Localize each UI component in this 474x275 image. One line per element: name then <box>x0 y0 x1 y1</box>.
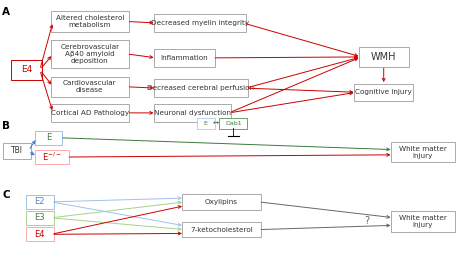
Text: 7-ketocholesterol: 7-ketocholesterol <box>190 227 253 233</box>
Text: E$^{-/-}$: E$^{-/-}$ <box>42 151 62 163</box>
Text: Oxylipins: Oxylipins <box>205 199 238 205</box>
Text: White matter
injury: White matter injury <box>399 215 447 228</box>
Text: Decreased myelin integrity: Decreased myelin integrity <box>151 20 249 26</box>
Text: C: C <box>2 190 10 200</box>
Text: Inflammation: Inflammation <box>161 55 208 61</box>
FancyBboxPatch shape <box>35 150 69 164</box>
FancyBboxPatch shape <box>354 84 413 101</box>
Text: WMH: WMH <box>371 52 396 62</box>
FancyBboxPatch shape <box>11 60 42 80</box>
Text: Dab1: Dab1 <box>225 121 242 126</box>
Text: TBI: TBI <box>11 146 23 155</box>
Text: ?: ? <box>364 216 369 226</box>
Text: Neuronal dysfunction: Neuronal dysfunction <box>154 110 231 116</box>
FancyBboxPatch shape <box>3 143 31 159</box>
Text: Cognitive injury: Cognitive injury <box>356 89 412 95</box>
FancyBboxPatch shape <box>391 211 455 232</box>
FancyBboxPatch shape <box>182 222 261 237</box>
Text: B: B <box>2 121 10 131</box>
FancyBboxPatch shape <box>26 211 54 225</box>
Text: E2: E2 <box>35 197 45 206</box>
Text: White matter
injury: White matter injury <box>399 146 447 159</box>
Text: Altered cholesterol
metabolism: Altered cholesterol metabolism <box>55 15 124 28</box>
Text: Cortical AD Pathology: Cortical AD Pathology <box>51 110 129 116</box>
Text: E4: E4 <box>35 230 45 239</box>
Text: E4: E4 <box>21 65 32 74</box>
FancyBboxPatch shape <box>154 104 231 122</box>
FancyBboxPatch shape <box>182 194 261 210</box>
FancyBboxPatch shape <box>197 118 215 129</box>
Text: E3: E3 <box>35 213 45 222</box>
Text: Decreased cerebral perfusion: Decreased cerebral perfusion <box>147 85 255 91</box>
Text: E: E <box>46 133 51 142</box>
FancyBboxPatch shape <box>51 104 129 122</box>
FancyBboxPatch shape <box>391 142 455 162</box>
Text: ↔: ↔ <box>212 121 218 127</box>
FancyBboxPatch shape <box>26 195 54 209</box>
FancyBboxPatch shape <box>154 14 246 32</box>
Text: Cerebrovascular
Aβ40 amyloid
deposition: Cerebrovascular Aβ40 amyloid deposition <box>60 44 119 64</box>
FancyBboxPatch shape <box>51 77 129 97</box>
FancyBboxPatch shape <box>219 118 247 129</box>
FancyBboxPatch shape <box>35 131 62 145</box>
FancyBboxPatch shape <box>26 227 54 241</box>
FancyBboxPatch shape <box>154 79 248 97</box>
FancyBboxPatch shape <box>154 49 215 67</box>
FancyBboxPatch shape <box>359 47 409 67</box>
FancyBboxPatch shape <box>51 11 129 32</box>
FancyBboxPatch shape <box>51 40 129 68</box>
Text: E: E <box>204 121 208 126</box>
Text: A: A <box>2 7 10 17</box>
Text: Cardiovascular
disease: Cardiovascular disease <box>63 80 117 93</box>
